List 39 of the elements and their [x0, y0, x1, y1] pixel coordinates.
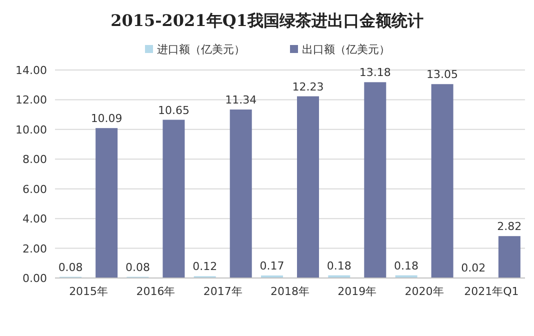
- chart-title: 2015-2021年Q1我国绿茶进出口金额统计: [110, 11, 424, 30]
- data-label: 0.17: [260, 259, 284, 272]
- x-tick-label: 2015年: [69, 285, 108, 298]
- x-tick-label: 2019年: [338, 285, 377, 298]
- data-label: 0.18: [326, 259, 352, 272]
- y-tick-label: 0.00: [22, 272, 47, 285]
- bar: [498, 236, 520, 278]
- data-label: 0.08: [125, 260, 150, 274]
- data-label: 12.23: [292, 80, 324, 94]
- data-label: 13.05: [426, 68, 458, 82]
- data-label: 0.18: [394, 259, 419, 272]
- data-label: 13.18: [359, 66, 391, 80]
- bar: [96, 128, 118, 278]
- data-label: 11.34: [225, 94, 257, 107]
- x-tick-label: 2021年Q1: [464, 285, 519, 298]
- data-label: 0.12: [192, 260, 218, 274]
- legend-label: 进口额（亿美元）: [157, 43, 245, 56]
- bar: [230, 110, 252, 278]
- x-tick-label: 2016年: [136, 285, 176, 298]
- y-tick-label: 14.00: [16, 64, 47, 77]
- y-tick-label: 8.00: [22, 153, 47, 166]
- bar: [297, 96, 319, 278]
- y-tick-label: 6.00: [22, 182, 47, 196]
- bar: [431, 84, 454, 278]
- y-tick-label: 2.00: [22, 242, 47, 256]
- data-label: 10.65: [158, 104, 190, 117]
- data-label: 0.02: [461, 262, 486, 275]
- data-label: 10.09: [90, 112, 122, 126]
- bar: [162, 120, 185, 278]
- bar: [364, 82, 386, 278]
- legend-label: 出口额（亿美元）: [302, 43, 390, 56]
- y-tick-label: 4.00: [22, 212, 47, 226]
- data-label: 0.08: [58, 260, 83, 274]
- x-tick-label: 2018年: [270, 285, 310, 298]
- data-label: 2.82: [497, 220, 522, 234]
- x-tick-label: 2017年: [203, 285, 242, 298]
- y-tick-label: 10.00: [16, 123, 47, 136]
- y-tick-label: 12.00: [16, 94, 47, 107]
- x-tick-label: 2020年: [404, 285, 444, 298]
